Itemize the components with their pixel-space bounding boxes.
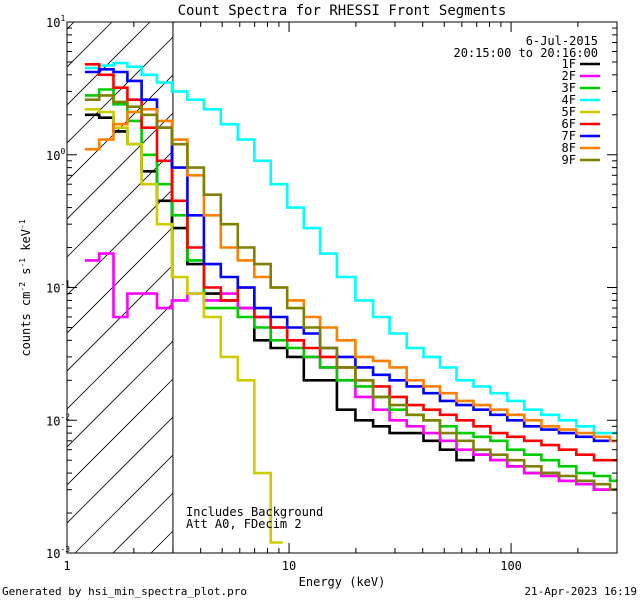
legend-label-2f: 2F xyxy=(562,69,576,83)
y-axis-label-base: counts cm xyxy=(19,292,33,357)
y-axis-label: counts cm-2 s-1 keV-1 xyxy=(18,219,33,356)
footer-generated-by: Generated by hsi_min_spectra_plot.pro xyxy=(2,585,247,598)
y-tick-base: 10 xyxy=(46,282,60,296)
date-annotation: 6-Jul-2015 xyxy=(526,34,598,48)
time-range-annotation: 20:15:00 to 20:16:00 xyxy=(454,46,599,60)
x-axis-ticks: 1 10 100 xyxy=(63,22,618,573)
legend-label-6f: 6F xyxy=(562,117,576,131)
x-axis-label: Energy (keV) xyxy=(299,575,386,589)
y-tick-exponent: 1 xyxy=(60,14,65,23)
footer-timestamp: 21-Apr-2023 16:19 xyxy=(524,585,637,598)
legend-label-5f: 5F xyxy=(562,105,576,119)
x-tick-label: 100 xyxy=(500,559,522,573)
hatch-line xyxy=(67,22,189,144)
chart-title: Count Spectra for RHESSI Front Segments xyxy=(178,3,507,19)
y-tick-exponent: -2 xyxy=(60,412,70,421)
y-axis-label-exp3: -1 xyxy=(18,219,27,229)
background-note: Includes Background xyxy=(186,505,323,519)
legend-label-7f: 7F xyxy=(562,129,576,143)
y-tick-label: 100 xyxy=(46,147,65,163)
y-axis-label-mid1: s xyxy=(19,268,33,282)
series-line-8f xyxy=(84,108,617,443)
y-tick-exponent: -1 xyxy=(60,280,70,289)
legend-label-8f: 8F xyxy=(562,141,576,155)
x-tick-label: 10 xyxy=(282,559,296,573)
x-tick-label: 1 xyxy=(63,559,70,573)
y-tick-base: 10 xyxy=(46,414,60,428)
y-tick-label: 10-1 xyxy=(46,280,70,296)
hatch-line xyxy=(67,22,227,182)
y-tick-exponent: 0 xyxy=(60,147,65,156)
y-tick-label: 10-2 xyxy=(46,412,70,428)
y-tick-label: 10-3 xyxy=(46,545,70,561)
series-line-4f xyxy=(84,61,617,435)
y-tick-base: 10 xyxy=(46,547,60,561)
legend-label-1f: 1F xyxy=(562,57,576,71)
y-axis-label-exp2: -1 xyxy=(18,258,27,268)
attenuator-note: Att A0, FDecim 2 xyxy=(186,517,302,531)
legend-label-9f: 9F xyxy=(562,153,576,167)
legend-label-4f: 4F xyxy=(562,93,576,107)
legend-label-3f: 3F xyxy=(562,81,576,95)
series-line-9f xyxy=(84,94,617,491)
y-tick-exponent: -3 xyxy=(60,545,70,554)
series-lines xyxy=(84,61,617,544)
y-tick-label: 101 xyxy=(46,14,65,30)
y-tick-base: 10 xyxy=(46,149,60,163)
y-axis-label-mid2: keV xyxy=(19,229,33,258)
y-tick-base: 10 xyxy=(46,16,60,30)
y-axis-label-exp1: -2 xyxy=(18,282,27,292)
series-line-5f xyxy=(84,108,283,544)
